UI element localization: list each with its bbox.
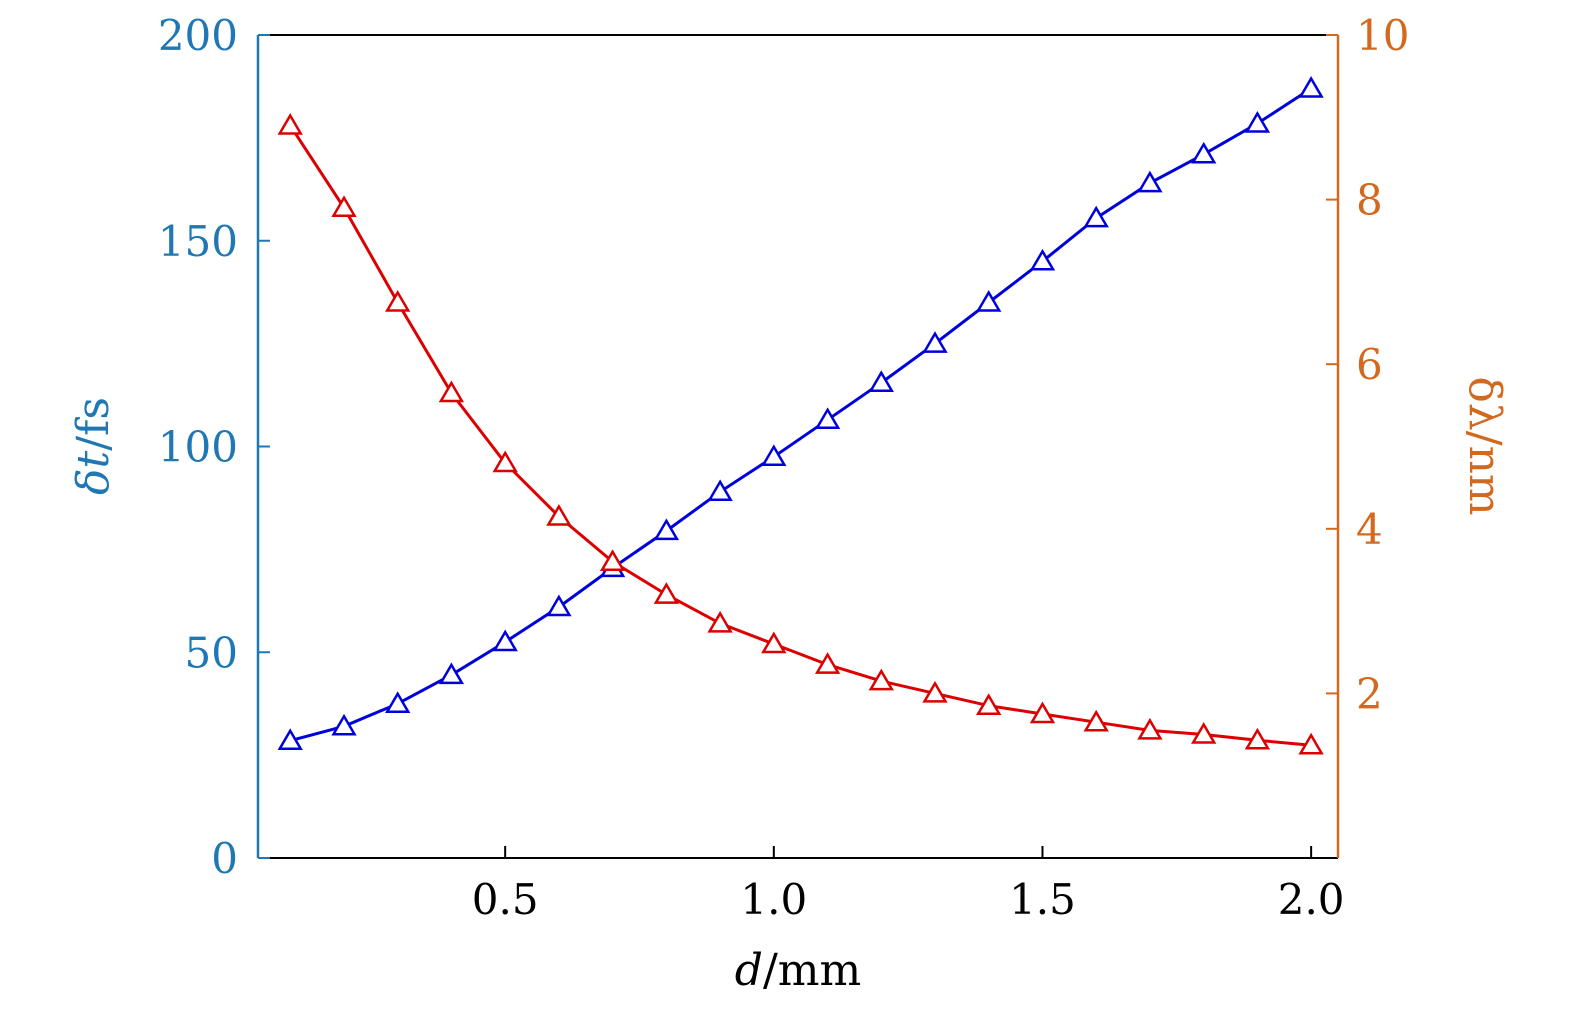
- series-1-point-2: [385, 290, 411, 312]
- x-tick-label-0: 0.5: [472, 875, 539, 924]
- left-y-tick-label-1: 50: [185, 628, 238, 677]
- series-1-point-7: [653, 582, 680, 604]
- series-0-point-8: [707, 479, 733, 502]
- series-0-point-0: [277, 728, 303, 750]
- x-tick-label-2: 1.5: [1009, 875, 1076, 924]
- left-y-axis-label-unit: /fs: [68, 397, 119, 451]
- right-y-axis-label: δλ/nm: [1459, 376, 1510, 515]
- series-1-point-0: [277, 113, 303, 135]
- right-y-tick-label-4: 10: [1356, 11, 1409, 60]
- series-0-point-4: [492, 629, 518, 652]
- series-0-point-14: [1029, 248, 1056, 271]
- series-0-point-10: [814, 407, 841, 430]
- x-axis-label-var: d: [735, 945, 763, 996]
- series-1-point-16: [1137, 717, 1163, 740]
- series-0-point-18: [1244, 111, 1271, 133]
- left-y-tick-label-4: 200: [158, 11, 238, 60]
- series-1-point-5: [546, 504, 572, 526]
- x-tick-label-1: 1.0: [740, 875, 807, 924]
- series-1-point-18: [1244, 727, 1271, 750]
- right-y-tick-label-3: 8: [1356, 176, 1383, 225]
- left-y-axis-label-var: δt: [68, 450, 119, 494]
- series-1-point-15: [1083, 709, 1109, 732]
- series-0-point-13: [976, 290, 1002, 312]
- left-y-axis-label: δt/fs: [68, 397, 119, 495]
- x-tick-label-3: 2.0: [1278, 875, 1345, 924]
- left-y-tick-label-2: 100: [158, 423, 238, 472]
- series-1-point-3: [438, 380, 465, 403]
- series-1-point-1: [331, 195, 357, 218]
- right-y-tick-label-2: 6: [1356, 340, 1383, 389]
- series-1-point-13: [976, 693, 1002, 715]
- series-1-point-10: [814, 652, 841, 674]
- series-0-point-17: [1191, 141, 1217, 164]
- series-0-point-11: [868, 370, 894, 392]
- series-0-point-7: [653, 518, 680, 541]
- x-axis-label: d/mm: [735, 945, 861, 996]
- series-0-point-19: [1298, 76, 1324, 98]
- series-0-point-5: [546, 594, 572, 617]
- series-1-point-12: [922, 680, 948, 703]
- series-0-point-1: [331, 713, 357, 736]
- series-1-point-8: [707, 610, 733, 633]
- series-1-point-6: [599, 549, 626, 571]
- series-0-point-12: [922, 331, 948, 353]
- series-1-point-9: [761, 631, 787, 654]
- series-0-point-9: [761, 444, 787, 467]
- series-0-point-2: [385, 691, 411, 713]
- right-y-tick-label-1: 4: [1356, 505, 1383, 554]
- series-1-line: [288, 124, 1312, 747]
- right-y-tick-label-0: 2: [1356, 669, 1383, 718]
- series-0-point-3: [438, 662, 465, 685]
- series-1-point-17: [1191, 722, 1217, 744]
- series-1-point-4: [492, 450, 518, 473]
- x-axis-label-unit: /mm: [763, 945, 861, 996]
- left-y-tick-label-3: 150: [158, 217, 238, 266]
- left-y-tick-label-0: 0: [211, 834, 238, 883]
- series-1-point-19: [1298, 732, 1324, 755]
- series-0-point-15: [1083, 205, 1109, 228]
- series-1-point-11: [868, 668, 894, 691]
- series-1-point-14: [1029, 701, 1056, 724]
- series-0-point-16: [1137, 170, 1163, 193]
